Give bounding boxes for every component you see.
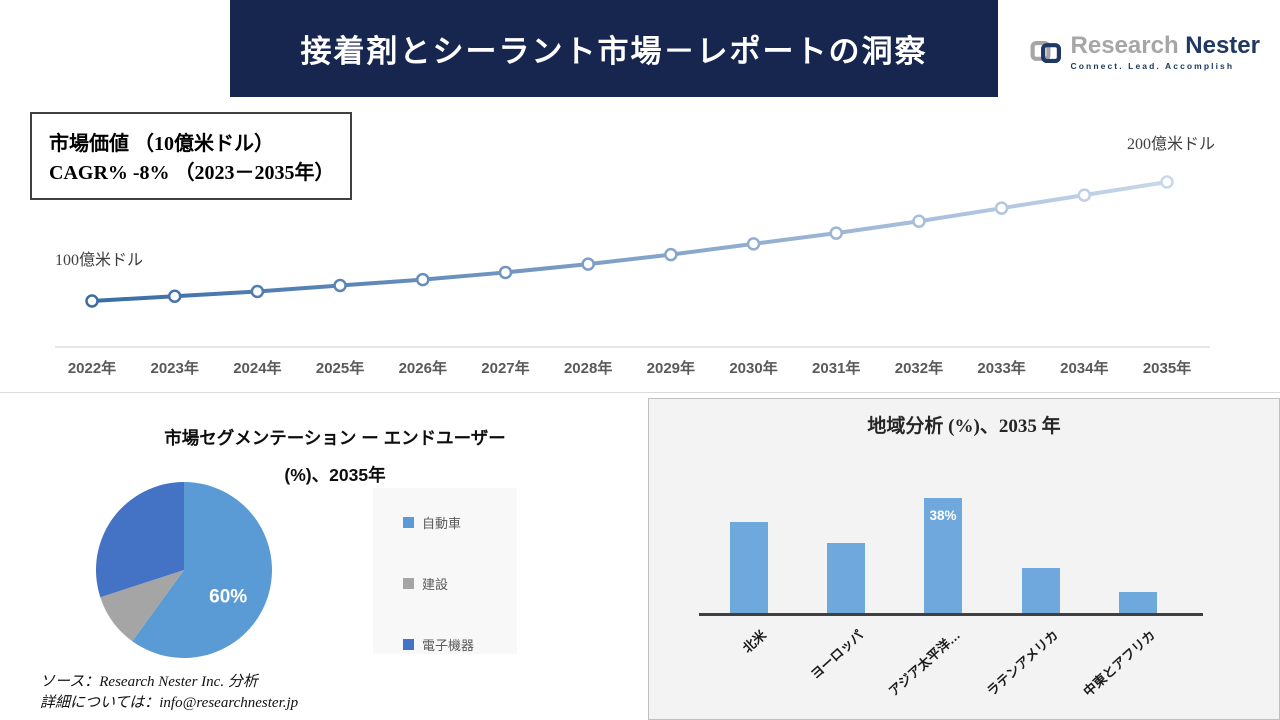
x-axis-label: 2022年	[67, 360, 117, 377]
bar-chart-title: 地域分析 (%)、2035 年	[867, 416, 1061, 437]
legend-swatch	[403, 517, 414, 528]
bar-category-label: アジア太平洋…	[885, 627, 964, 699]
pie-title-line1: 市場セグメンテーション ー エンドユーザー	[164, 428, 506, 448]
x-axis-label: 2024年	[233, 360, 282, 377]
line-point	[994, 201, 1009, 215]
pie-slice-2	[100, 570, 184, 642]
line-end-annotation: 200億米ドル	[1127, 136, 1216, 153]
x-axis-label: 2032年	[894, 360, 944, 377]
contact-line: 詳細については：info@researchnester.jp	[40, 695, 299, 711]
line-point	[829, 226, 843, 240]
bar-category-label: 北米	[739, 627, 770, 656]
regional-analysis-panel: 地域分析 (%)、2035 年 38% 北米 ヨーロッパ アジア太平洋… ラテンアメリ…	[648, 398, 1280, 720]
line-point	[167, 289, 182, 303]
pie-data-label: 60%	[209, 587, 247, 608]
pie-legend: 自動車 建設 電子機器	[373, 488, 517, 654]
x-axis-label: 2023年	[150, 360, 199, 377]
x-axis-label: 2028年	[563, 360, 613, 377]
logo-brand: Research Nester	[1070, 31, 1260, 59]
market-value-box: 市場価値 （10億米ドル） CAGR% -8% （2023－2035年）	[30, 112, 352, 200]
trend-line	[90, 180, 1169, 303]
legend-label: 自動車	[422, 516, 462, 531]
bar-category-label: ラテンアメリカ	[983, 627, 1062, 699]
x-axis-label: 2029年	[646, 360, 696, 377]
bar-chart-baseline	[699, 613, 1203, 616]
interlocked-links-icon	[1030, 40, 1062, 64]
line-point	[1160, 175, 1174, 189]
source-note: ソース：Research Nester Inc. 分析 詳細については：info…	[40, 672, 298, 714]
line-point	[746, 237, 761, 251]
research-nester-logo: Research Nester Connect. Lead. Accomplis…	[1030, 22, 1260, 82]
line-point	[664, 247, 678, 262]
legend-swatch	[403, 578, 414, 589]
market-trend-line-chart	[55, 175, 1210, 348]
bar-category-label: 中東とアフリカ	[1080, 627, 1159, 700]
line-point	[333, 278, 347, 293]
legend-item: 自動車	[403, 513, 517, 532]
line-point	[581, 257, 595, 271]
bar-4	[1022, 568, 1060, 613]
bar-1	[730, 522, 768, 613]
bar-category-label: ヨーロッパ	[807, 627, 867, 682]
x-axis-label: 2030年	[729, 360, 778, 377]
line-start-annotation: 100億米ドル	[55, 252, 144, 269]
section-divider	[0, 392, 1280, 393]
x-axis-label: 2035年	[1142, 360, 1192, 377]
end-user-pie-chart: 60%	[95, 482, 272, 658]
x-axis-label: 2034年	[1060, 360, 1109, 377]
market-value-line: 市場価値 （10億米ドル）	[49, 133, 274, 155]
logo-brand-research: Research	[1070, 31, 1179, 59]
x-axis-label: 2033年	[977, 360, 1026, 377]
legend-item: 電子機器	[403, 635, 517, 654]
bar-3: 38%	[924, 498, 962, 613]
bar-5	[1119, 592, 1157, 613]
line-point	[498, 265, 513, 280]
pie-chart-title: 市場セグメンテーション ー エンドユーザー (%)、2035年	[95, 420, 575, 494]
line-point	[85, 294, 99, 308]
line-point	[1077, 188, 1092, 202]
legend-label: 電子機器	[422, 638, 475, 653]
bar-data-label: 38%	[929, 508, 957, 523]
legend-label: 建設	[422, 577, 449, 592]
x-axis-label: 2027年	[481, 360, 530, 377]
pie-slice-3	[95, 482, 184, 598]
legend-item: 建設	[403, 574, 517, 593]
title-banner: 接着剤とシーラント市場－レポートの洞察	[230, 0, 998, 97]
x-axis-label: 2026年	[398, 360, 447, 377]
x-axis-label: 2025年	[315, 360, 365, 377]
line-point	[416, 272, 430, 287]
legend-swatch	[403, 639, 414, 650]
bar-2	[827, 543, 865, 613]
source-line: ソース：Research Nester Inc. 分析	[40, 674, 258, 690]
x-axis-label: 2031年	[812, 360, 861, 377]
pie-title-line2: (%)、2035年	[284, 465, 386, 485]
line-point	[912, 214, 926, 229]
logo-text: Research Nester Connect. Lead. Accomplis…	[1070, 31, 1260, 71]
line-chart-x-axis: 2022年 2023年 2024年 2025年 2026年 2027年 2028年 2029年…	[0, 357, 1280, 379]
pie-slice-1	[132, 482, 272, 658]
cagr-line: CAGR% -8% （2023－2035年）	[49, 162, 335, 184]
logo-tagline: Connect. Lead. Accomplish	[1070, 60, 1235, 71]
logo-brand-nester: Nester	[1185, 31, 1260, 59]
page-title: 接着剤とシーラント市場－レポートの洞察	[300, 34, 928, 69]
line-point	[250, 284, 265, 299]
